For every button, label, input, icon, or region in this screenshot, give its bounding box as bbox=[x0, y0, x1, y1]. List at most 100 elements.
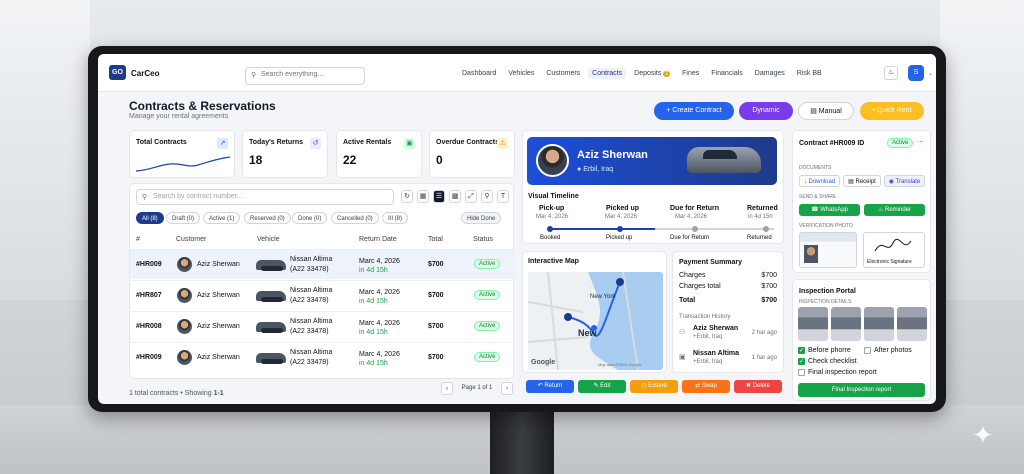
whatsapp-button[interactable]: ☎ WhatsApp bbox=[799, 204, 860, 216]
window-right bbox=[940, 0, 1024, 300]
contract-total: $700 bbox=[428, 354, 444, 361]
customer-name: Aziz Sherwan bbox=[197, 261, 240, 268]
inspection-photo[interactable] bbox=[897, 307, 927, 341]
bell-icon[interactable]: ♨ bbox=[884, 66, 898, 80]
quick-rent-button[interactable]: • Quick Rent bbox=[860, 102, 924, 120]
delete-button[interactable]: ✖ Delete bbox=[734, 380, 782, 393]
return-countdown: in 4d 15h bbox=[359, 329, 388, 336]
return-icon: ↺ bbox=[310, 138, 321, 149]
grid-icon[interactable]: ▦ bbox=[417, 190, 429, 203]
nav-fines[interactable]: Fines bbox=[682, 70, 700, 77]
extend-button[interactable]: ◷ Extend bbox=[630, 380, 678, 393]
calendar-icon[interactable]: ▩ bbox=[449, 190, 461, 203]
id-photo-face bbox=[804, 245, 818, 263]
dynamic-button[interactable]: Dynamic bbox=[739, 102, 793, 120]
create-contract-button[interactable]: + Create Contract bbox=[654, 102, 734, 120]
total-label: Total bbox=[679, 297, 696, 304]
nav-damages[interactable]: Damages bbox=[754, 70, 785, 77]
text-icon[interactable]: T bbox=[497, 190, 509, 203]
before-photos-checkbox[interactable]: ✓ bbox=[798, 347, 805, 354]
download-button[interactable]: ↓ Download bbox=[799, 175, 840, 187]
col-return-date[interactable]: Return Date bbox=[359, 236, 397, 243]
main-nav: Dashboard Vehicles Customers Contracts D… bbox=[458, 68, 826, 79]
filter-chip-cancelled[interactable]: Cancelled (0) bbox=[331, 212, 379, 224]
hide-done-button[interactable]: Hide Done bbox=[461, 212, 502, 224]
before-photos-label: Before phorre bbox=[808, 347, 851, 354]
filter-chip-iii[interactable]: III (8) bbox=[382, 212, 409, 224]
table-row[interactable]: #HR009 Aziz Sherwan Nissan Altima (A22 3… bbox=[130, 249, 515, 279]
nav-financials[interactable]: Financials bbox=[711, 70, 743, 77]
nav-risk[interactable]: Risk BB bbox=[796, 70, 822, 77]
stat-active-rentals: Active Rentals 22 ▣ bbox=[336, 130, 422, 178]
nav-dashboard[interactable]: Dashboard bbox=[462, 70, 497, 77]
swap-button[interactable]: ⇄ Swap bbox=[682, 380, 730, 393]
contracts-table-card: ⚲ Search by contract number... ↻ ▦ ☰ ▩ ⤢… bbox=[129, 183, 515, 379]
customer-hero: Aziz Sherwan ● Erbil, Iraq bbox=[527, 137, 777, 185]
table-row[interactable]: #HR009 Aziz Sherwan Nissan Altima (A22 3… bbox=[130, 342, 515, 372]
col-id[interactable]: # bbox=[136, 236, 140, 243]
chevron-down-icon[interactable]: ⌄ bbox=[928, 71, 934, 77]
timeline-step-state: Due for Return bbox=[670, 235, 710, 241]
checklist-checkbox[interactable]: ✓ bbox=[798, 358, 805, 365]
avatar[interactable]: S bbox=[908, 65, 924, 81]
expand-icon[interactable]: ⤢ bbox=[465, 190, 477, 203]
transaction-name: Aziz Sherwan bbox=[693, 325, 739, 332]
map-view[interactable]: New York New Google Map data ©2024 Googl… bbox=[528, 272, 663, 370]
col-vehicle[interactable]: Vehicle bbox=[257, 236, 280, 243]
edit-button[interactable]: ✎ Edit bbox=[578, 380, 626, 393]
receipt-icon: ▤ bbox=[848, 179, 856, 185]
transaction-location: +Erbil, Iraq bbox=[693, 334, 723, 340]
nav-customers[interactable]: Customers bbox=[546, 70, 581, 77]
customer-name: Aziz Sherwan bbox=[197, 354, 240, 361]
stat-value: 18 bbox=[249, 153, 263, 167]
bell-icon: ♨ bbox=[877, 207, 886, 213]
translate-button[interactable]: ◉ Translate bbox=[884, 175, 925, 187]
list-icon[interactable]: ☰ bbox=[433, 190, 445, 203]
signature-box[interactable]: Electronic Signature bbox=[863, 232, 925, 268]
app-logo[interactable]: GO bbox=[109, 65, 126, 80]
global-search[interactable]: ⚲ bbox=[245, 67, 365, 85]
final-report-checkbox[interactable] bbox=[798, 369, 805, 376]
charges-value: $700 bbox=[761, 272, 777, 279]
filter-chip-all[interactable]: All (8) bbox=[136, 212, 164, 224]
nav-vehicles[interactable]: Vehicles bbox=[508, 70, 535, 77]
filter-chip-reserved[interactable]: Reserved (0) bbox=[244, 212, 291, 224]
return-button[interactable]: ↶ Return bbox=[526, 380, 574, 393]
vehicle-plate: (A22 33478) bbox=[290, 266, 329, 273]
filter-chip-done[interactable]: Done (0) bbox=[292, 212, 328, 224]
transaction-time: 1 har ago bbox=[751, 355, 777, 361]
final-inspection-report-button[interactable]: Final Inspection report bbox=[798, 383, 925, 397]
nav-deposits[interactable]: Deposits 1 bbox=[630, 68, 674, 79]
id-card-photo[interactable] bbox=[799, 232, 857, 268]
nav-contracts[interactable]: Contracts bbox=[588, 68, 627, 79]
inspection-photo[interactable] bbox=[864, 307, 894, 341]
contract-search-field[interactable]: ⚲ Search by contract number... bbox=[136, 189, 394, 205]
customer-name: Aziz Sherwan bbox=[197, 292, 240, 299]
col-total[interactable]: Total bbox=[428, 236, 443, 243]
col-customer[interactable]: Customer bbox=[176, 236, 207, 243]
filter-chip-active[interactable]: Active (1) bbox=[203, 212, 241, 224]
manual-button[interactable]: ▤ Manual bbox=[798, 102, 854, 120]
prev-page-button[interactable]: ‹ bbox=[441, 382, 453, 395]
clock-icon: ◷ bbox=[641, 383, 649, 389]
next-page-button[interactable]: › bbox=[501, 382, 513, 395]
table-row[interactable]: #HR008 Aziz Sherwan Nissan Altima (A22 3… bbox=[130, 311, 515, 341]
swap-label: Swap bbox=[701, 383, 717, 389]
vehicle-thumbnail bbox=[256, 322, 286, 333]
delete-label: Delete bbox=[752, 383, 771, 389]
timeline-step-date: Mar 4, 2026 bbox=[536, 214, 569, 220]
search-input[interactable] bbox=[261, 71, 361, 78]
table-row[interactable]: #HR807 Aziz Sherwan Nissan Altima (A22 3… bbox=[130, 280, 515, 310]
zoom-icon[interactable]: ⚲ bbox=[481, 190, 493, 203]
stat-label: Active Rentals bbox=[343, 139, 392, 146]
filter-chip-draft[interactable]: Draft (0) bbox=[166, 212, 201, 224]
map-label: New bbox=[578, 328, 597, 338]
refresh-icon[interactable]: ↻ bbox=[401, 190, 413, 203]
after-photos-checkbox[interactable] bbox=[864, 347, 871, 354]
receipt-button[interactable]: ▤ Receipt bbox=[843, 175, 881, 187]
inspection-photo[interactable] bbox=[798, 307, 828, 341]
reminder-button[interactable]: ♨ Reminder bbox=[864, 204, 925, 216]
inspection-photo[interactable] bbox=[831, 307, 861, 341]
more-icon[interactable]: ⋯ bbox=[917, 139, 924, 146]
col-status[interactable]: Status bbox=[473, 236, 493, 243]
